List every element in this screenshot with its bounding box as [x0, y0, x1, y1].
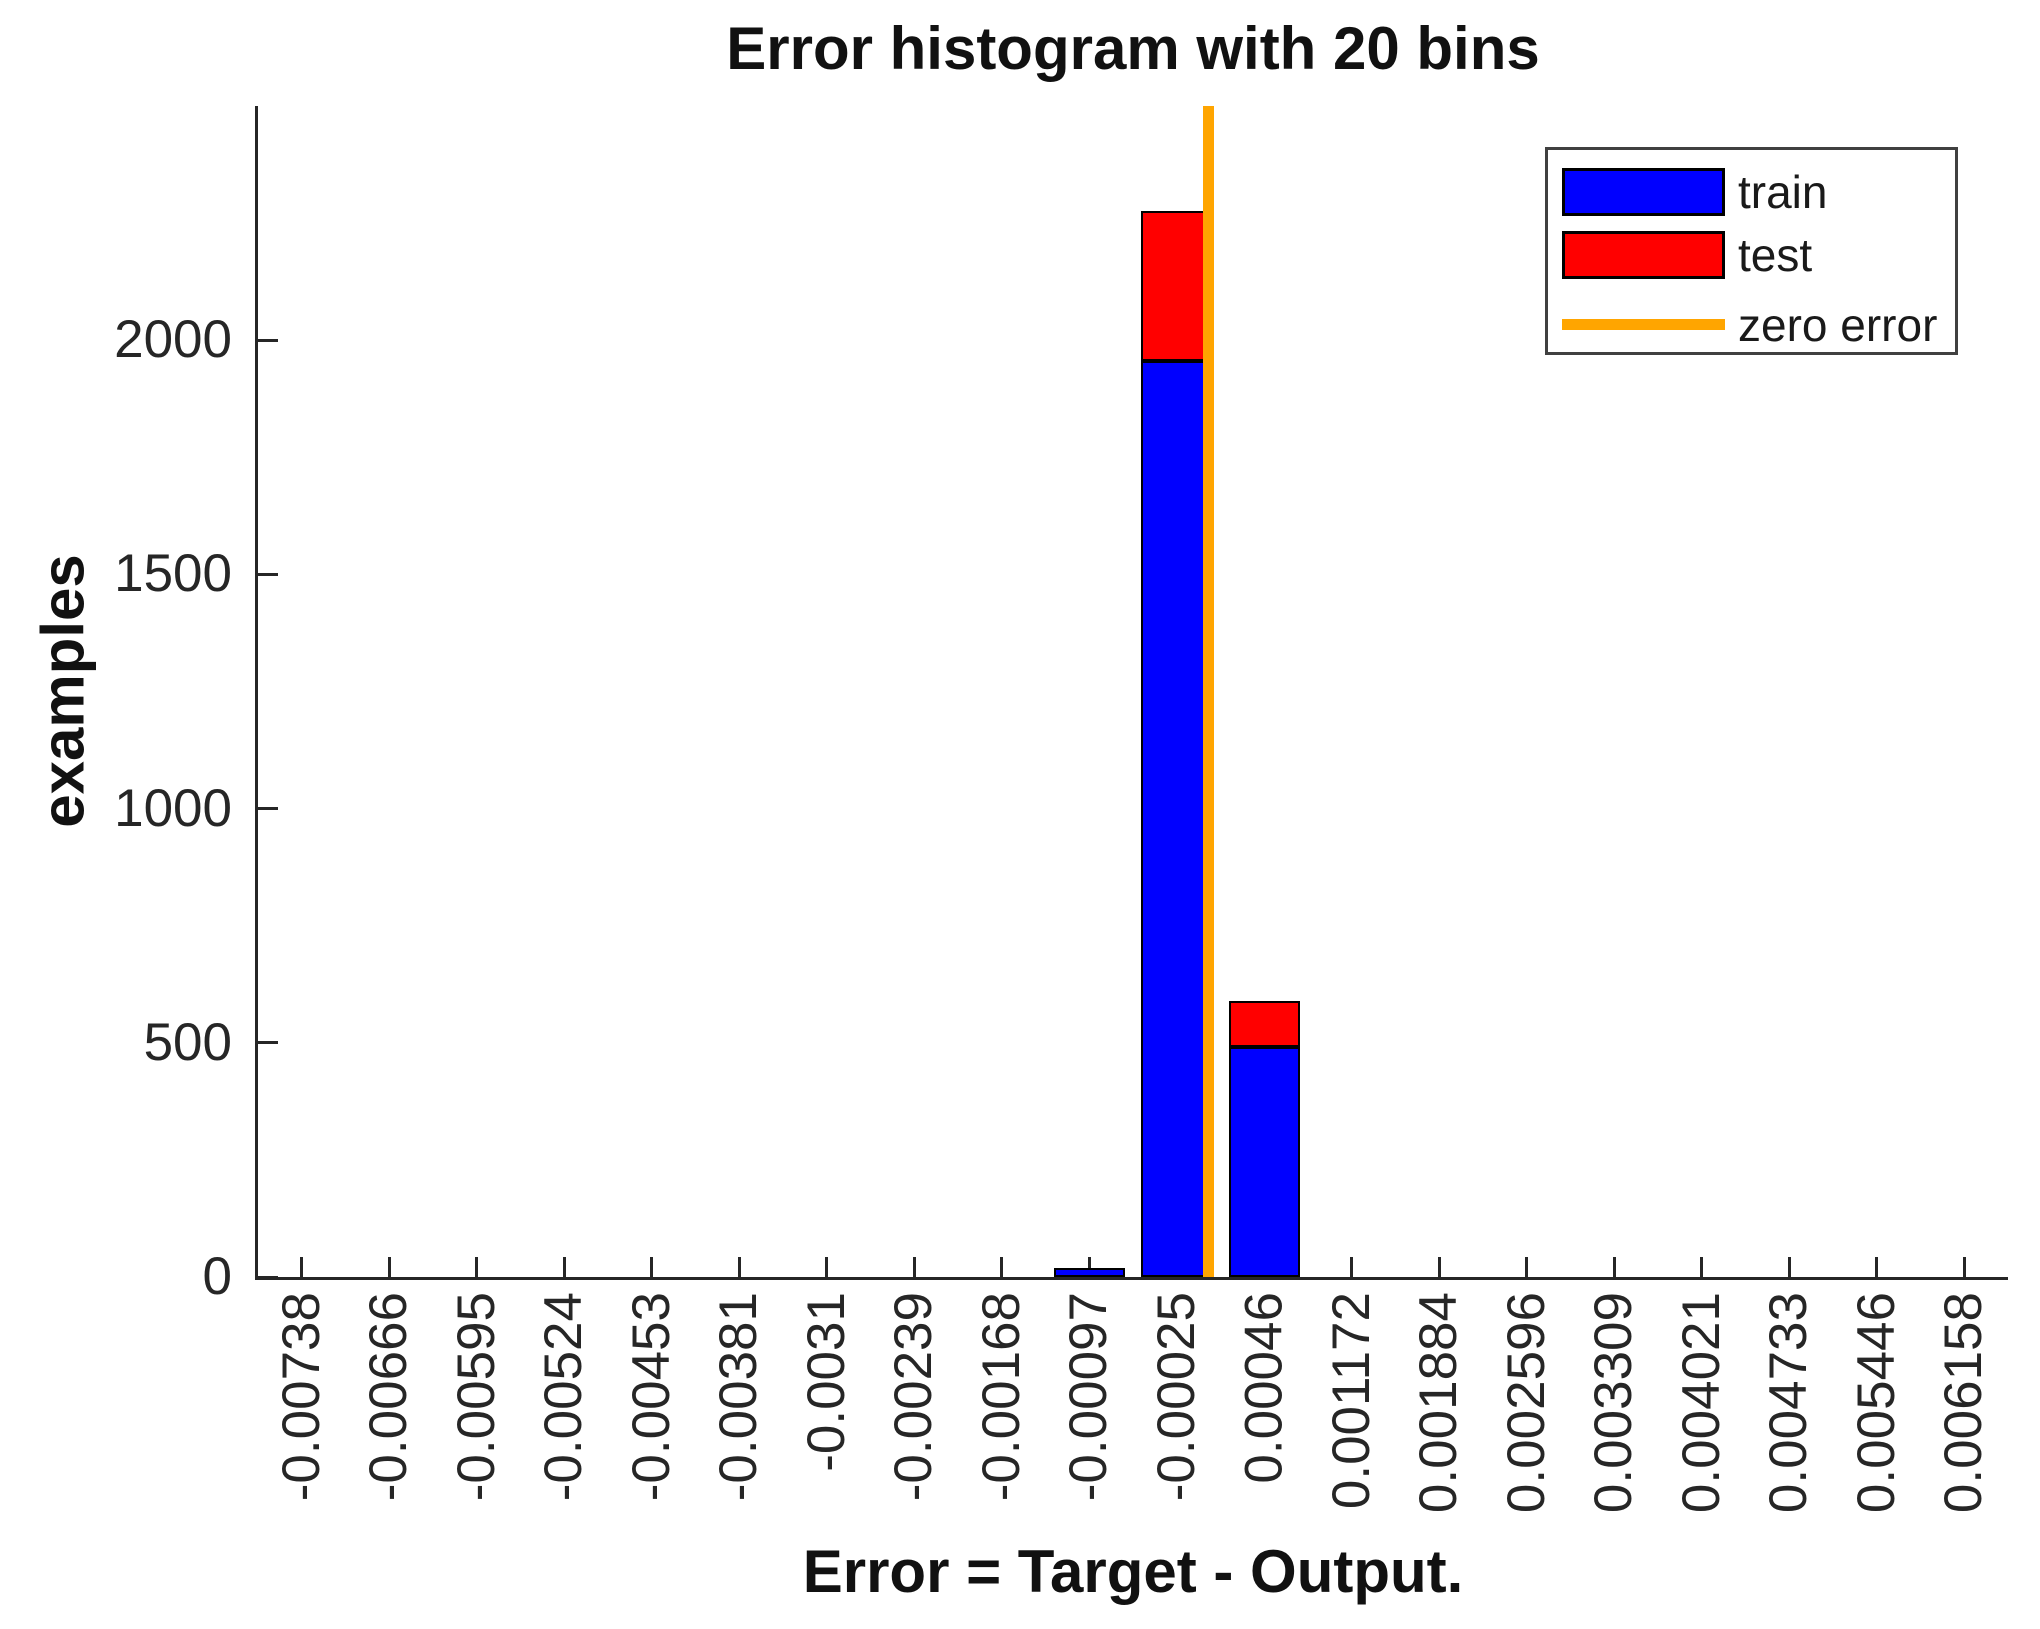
y-tick-mark — [258, 338, 278, 342]
y-tick-label: 1500 — [114, 544, 232, 604]
x-tick-label-text: 0.005446 — [1846, 1292, 1906, 1514]
x-tick-mark — [475, 1257, 479, 1277]
x-tick-mark — [912, 1257, 916, 1277]
x-tick-mark — [1087, 1257, 1091, 1277]
y-tick-label: 0 — [202, 1247, 232, 1306]
legend-test-label: test — [1738, 229, 1813, 281]
y-tick-label: 500 — [143, 1012, 232, 1072]
x-tick-mark — [1350, 1257, 1354, 1277]
legend-train-label: train — [1738, 166, 1828, 218]
y-tick-mark — [258, 807, 278, 811]
x-tick-label-text: 0.001172 — [1321, 1292, 1381, 1510]
x-tick-mark — [1437, 1257, 1441, 1277]
legend-box: train test zero error — [1545, 147, 1958, 355]
x-tick-mark — [650, 1257, 654, 1277]
x-tick-label-text: -0.00595 — [446, 1292, 506, 1502]
y-tick-label: 1000 — [114, 778, 232, 838]
x-tick-mark — [1700, 1257, 1704, 1277]
x-tick-label-text: 0.006158 — [1934, 1292, 1994, 1514]
x-tick-label-text: -0.0031 — [796, 1292, 856, 1472]
x-tick-mark — [562, 1257, 566, 1277]
x-tick-label-text: 0.004733 — [1759, 1292, 1819, 1514]
x-tick-label-text: 0.002596 — [1496, 1292, 1556, 1514]
x-tick-mark — [300, 1257, 304, 1277]
y-tick-mark — [258, 1275, 278, 1279]
x-tick-mark — [825, 1257, 829, 1277]
x-tick-label-text: -0.00381 — [709, 1292, 769, 1502]
x-tick-label-text: -0.00239 — [884, 1292, 944, 1502]
bar-test-segment — [1228, 1000, 1300, 1048]
x-tick-mark — [1612, 1257, 1616, 1277]
x-tick-label-text: -0.00453 — [621, 1292, 681, 1502]
y-tick-label: 2000 — [114, 310, 232, 370]
bar-train-segment — [1228, 1047, 1300, 1277]
x-tick-mark — [1875, 1257, 1879, 1277]
x-tick-label-text: 0.00046 — [1234, 1292, 1294, 1484]
y-tick-mark — [258, 1041, 278, 1045]
x-tick-mark — [737, 1257, 741, 1277]
y-axis-line — [255, 106, 258, 1280]
x-tick-label-text: -0.00666 — [359, 1292, 419, 1502]
x-tick-label-text: -0.00738 — [271, 1292, 331, 1502]
x-axis-line — [255, 1277, 2008, 1280]
x-tick-mark — [1962, 1257, 1966, 1277]
x-tick-label-text: 0.003309 — [1584, 1292, 1644, 1514]
legend-test-swatch — [1562, 231, 1725, 279]
y-tick-mark — [258, 572, 278, 576]
legend-zero-error-line — [1562, 319, 1725, 330]
x-tick-mark — [387, 1257, 391, 1277]
x-tick-mark — [1000, 1257, 1004, 1277]
chart-title: Error histogram with 20 bins — [726, 15, 1540, 82]
x-tick-label-text: 0.004021 — [1671, 1292, 1731, 1514]
bar-train-segment — [1053, 1267, 1125, 1277]
legend-train-swatch — [1562, 168, 1725, 216]
legend-zero-error-label: zero error — [1738, 299, 1938, 351]
x-tick-label-text: -0.00097 — [1059, 1292, 1119, 1502]
x-tick-mark — [1787, 1257, 1791, 1277]
x-tick-label-text: -0.00524 — [534, 1292, 594, 1502]
x-tick-label-text: -0.00168 — [971, 1292, 1031, 1502]
x-tick-mark — [1525, 1257, 1529, 1277]
x-tick-label-text: 0.001884 — [1409, 1292, 1469, 1514]
x-axis-label: Error = Target - Output. — [802, 1538, 1464, 1605]
x-tick-label-text: -0.00025 — [1146, 1292, 1206, 1502]
zero-error-line — [1202, 106, 1214, 1277]
